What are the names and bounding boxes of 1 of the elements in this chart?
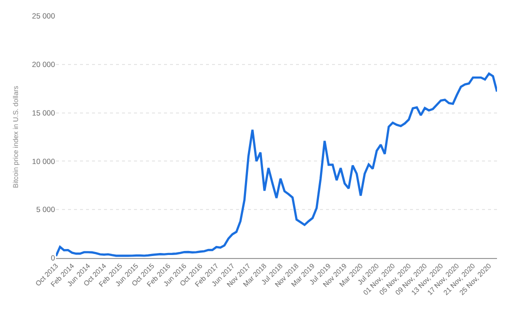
line-series (56, 72, 497, 258)
